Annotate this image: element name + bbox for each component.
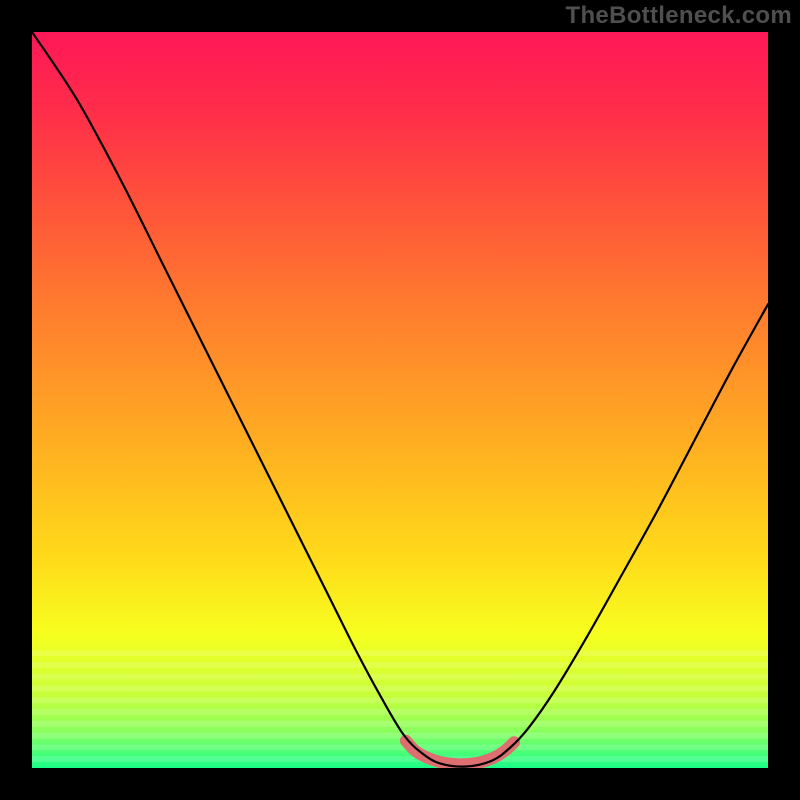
plot-area: [32, 32, 768, 768]
chart-stage: TheBottleneck.com: [0, 0, 800, 800]
bottleneck-chart-svg: [0, 0, 800, 800]
gradient-background: [32, 32, 768, 768]
